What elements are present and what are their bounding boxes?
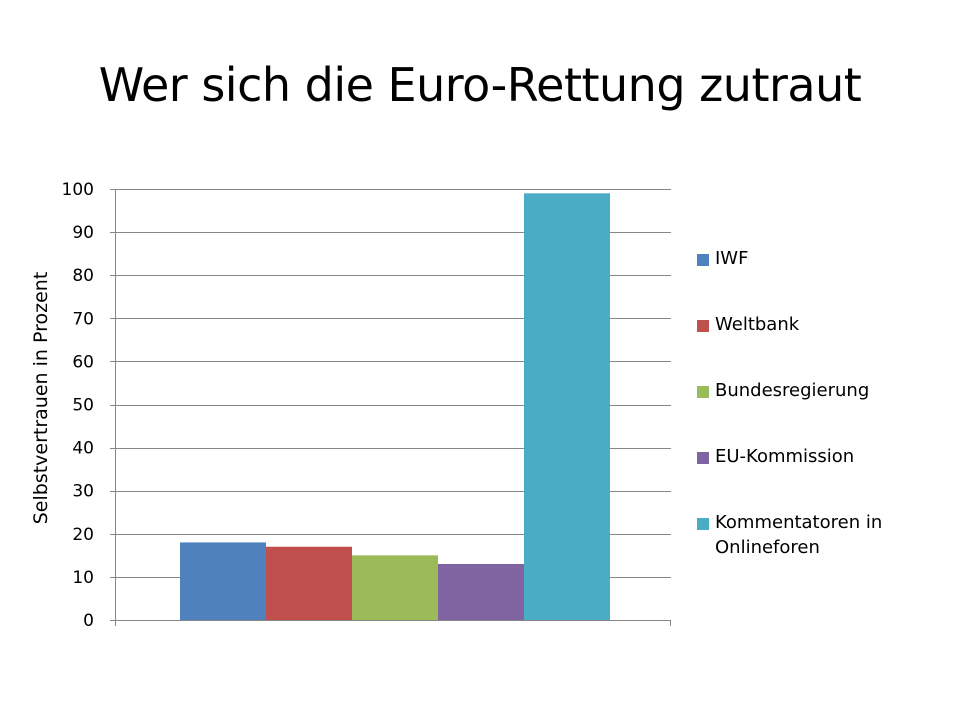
legend-label: Weltbank (715, 314, 800, 335)
slide-title: Wer sich die Euro-Rettung zutraut (98, 58, 862, 112)
legend-swatch (697, 452, 709, 464)
legend-swatch (697, 254, 709, 266)
bar-bundesregierung (352, 555, 438, 620)
bar-eu-kommission (438, 563, 524, 620)
legend-swatch (697, 518, 709, 530)
y-tick-label: 70 (72, 309, 94, 329)
y-tick-label: 100 (62, 180, 94, 200)
legend-label: Kommentatoren in Onlineforen (715, 512, 883, 558)
chart-bars (180, 193, 610, 620)
legend-swatch (697, 386, 709, 398)
y-tick-label: 30 (72, 482, 94, 502)
chart-axes (110, 189, 671, 626)
y-tick-label: 60 (72, 352, 94, 372)
legend-label: IWF (715, 248, 749, 269)
y-tick-label: 80 (72, 266, 94, 286)
y-tick-labels: 0 10 20 30 40 50 60 70 80 90 100 (62, 180, 94, 631)
legend-swatch (697, 320, 709, 332)
bar-iwf (180, 542, 266, 620)
bar-kommentatoren-in-onlineforen (524, 193, 610, 620)
legend-label: Bundesregierung (715, 380, 870, 401)
y-tick-label: 90 (72, 223, 94, 243)
y-tick-label: 10 (72, 568, 94, 588)
y-axis-label: Selbstvertrauen in Prozent (30, 272, 52, 525)
y-tick-label: 40 (72, 439, 94, 459)
y-tick-label: 50 (72, 396, 94, 416)
y-tick-label: 20 (72, 525, 94, 545)
y-tick-label: 0 (83, 611, 94, 631)
legend-label: EU-Kommission (715, 446, 855, 467)
bar-weltbank (266, 546, 352, 620)
